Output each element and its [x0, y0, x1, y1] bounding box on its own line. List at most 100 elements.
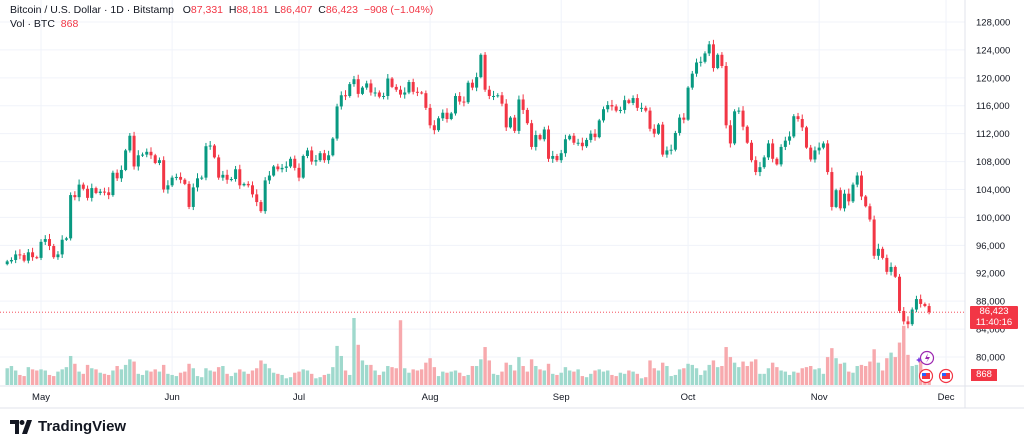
candle — [475, 77, 479, 88]
volume-bar — [741, 361, 745, 385]
candle — [800, 119, 804, 128]
volume-bar — [897, 342, 902, 385]
candle — [272, 166, 276, 176]
candle — [153, 155, 157, 163]
volume-bar — [284, 378, 289, 385]
last-price: 86,423 — [979, 306, 1009, 317]
candle — [462, 101, 466, 103]
tradingview-logo-icon — [10, 419, 32, 434]
volume-bar — [68, 355, 73, 385]
candle — [234, 169, 238, 180]
candle — [610, 105, 614, 107]
volume-bar — [496, 374, 500, 385]
candle — [728, 125, 732, 144]
volume-bar — [394, 368, 398, 385]
volume-bar — [106, 374, 111, 385]
candle — [703, 53, 707, 62]
candle — [14, 254, 18, 260]
candle — [390, 78, 394, 87]
candle — [771, 143, 775, 159]
candle — [487, 89, 491, 96]
volume-bar — [529, 359, 534, 385]
candle — [217, 157, 221, 178]
volume-bar — [796, 372, 800, 385]
y-tick-label: 80,000 — [976, 352, 1005, 363]
y-tick-label: 104,000 — [976, 185, 1010, 196]
volume-bar — [403, 368, 407, 385]
us-flag-event-icon[interactable] — [938, 368, 954, 384]
volume-label[interactable]: Vol · BTC — [10, 18, 55, 30]
candle — [225, 174, 229, 180]
candle — [94, 188, 98, 193]
lightning-event-icon[interactable] — [919, 350, 935, 366]
volume-bar — [677, 369, 682, 385]
volume-bar — [77, 371, 81, 385]
volume-bar — [9, 366, 14, 385]
candle — [914, 299, 918, 310]
volume-bar — [369, 364, 373, 385]
candle — [200, 177, 204, 179]
candle — [250, 185, 254, 195]
volume-bar — [669, 376, 673, 385]
candle — [652, 128, 656, 134]
sparkle-icon — [916, 357, 922, 363]
candle — [563, 139, 567, 154]
volume-bar — [868, 361, 872, 385]
symbol-title[interactable]: Bitcoin / U.S. Dollar · 1D · Bitstamp — [10, 4, 174, 16]
candle — [838, 190, 842, 209]
flag-canton — [922, 373, 926, 376]
volume-bar — [893, 357, 897, 385]
volume-bar — [212, 371, 217, 385]
candle — [52, 246, 56, 258]
volume-bar — [504, 362, 508, 385]
y-tick-label: 128,000 — [976, 18, 1010, 29]
candle — [386, 78, 390, 96]
volume-bar — [43, 370, 47, 385]
volume-bar — [318, 377, 322, 385]
symbol-line: Bitcoin / U.S. Dollar · 1D · Bitstamp O8… — [10, 3, 433, 17]
candle — [910, 309, 914, 325]
candle — [369, 83, 373, 93]
candle — [665, 150, 669, 155]
candle — [673, 132, 677, 150]
candle — [208, 145, 212, 147]
volume-bar — [614, 376, 618, 385]
candle — [640, 107, 644, 109]
tradingview-logo[interactable]: TradingView — [10, 418, 126, 435]
candle — [707, 44, 711, 54]
volume-bar — [216, 367, 221, 385]
volume-bar — [597, 369, 601, 385]
volume-bar — [732, 362, 737, 385]
candle — [149, 151, 153, 156]
volume-bar — [415, 370, 420, 385]
candle — [678, 117, 682, 133]
volume-bar — [94, 369, 98, 385]
last-price-tag: 86,423 11:40:16 — [970, 306, 1018, 329]
volume-bar — [627, 370, 631, 385]
volume-bar — [703, 370, 707, 385]
candle — [458, 95, 462, 102]
candle — [542, 129, 546, 140]
volume-bar — [267, 368, 272, 385]
volume-bar — [521, 366, 525, 385]
candle — [627, 100, 631, 103]
volume-bar — [567, 370, 572, 385]
volume-bar — [246, 373, 250, 385]
candle — [263, 180, 267, 212]
x-tick-label: May — [32, 392, 50, 403]
volume-bar — [855, 366, 859, 385]
candle — [352, 79, 356, 85]
candle — [331, 138, 335, 156]
candle — [733, 111, 737, 144]
volume-bar — [157, 371, 162, 385]
volume-bar — [542, 370, 546, 385]
candle — [437, 118, 441, 131]
candle — [919, 299, 923, 304]
candle — [618, 109, 622, 111]
volume-bar — [390, 367, 394, 385]
volume-bar — [665, 366, 669, 385]
us-flag-event-icon[interactable] — [918, 368, 934, 384]
volume-bar — [804, 367, 809, 385]
volume-bar — [500, 371, 504, 385]
